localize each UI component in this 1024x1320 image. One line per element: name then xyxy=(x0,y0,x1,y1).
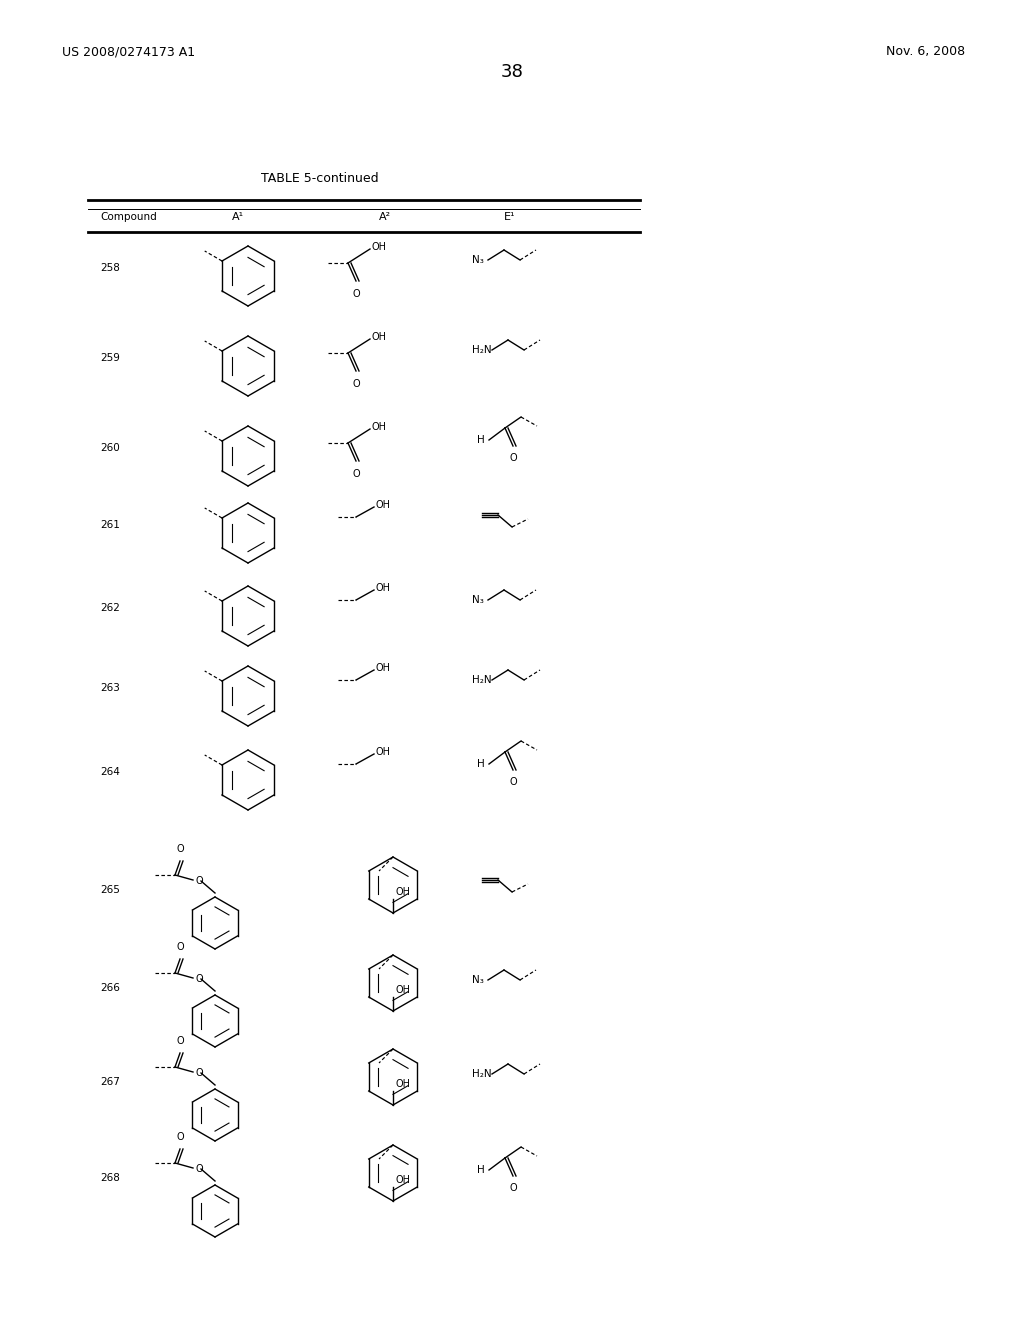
Text: OH: OH xyxy=(372,422,387,432)
Text: 268: 268 xyxy=(100,1173,120,1183)
Text: Compound: Compound xyxy=(100,213,157,222)
Text: US 2008/0274173 A1: US 2008/0274173 A1 xyxy=(62,45,196,58)
Text: 266: 266 xyxy=(100,983,120,993)
Text: OH: OH xyxy=(376,663,391,673)
Text: O: O xyxy=(352,379,359,389)
Text: O: O xyxy=(176,1133,184,1142)
Text: 38: 38 xyxy=(501,63,523,81)
Text: OH: OH xyxy=(376,583,391,593)
Text: Nov. 6, 2008: Nov. 6, 2008 xyxy=(886,45,965,58)
Text: O: O xyxy=(176,1036,184,1045)
Text: N₃: N₃ xyxy=(472,975,484,985)
Text: H: H xyxy=(477,1166,485,1175)
Text: OH: OH xyxy=(372,333,387,342)
Text: 261: 261 xyxy=(100,520,120,531)
Text: OH: OH xyxy=(395,985,410,995)
Text: 265: 265 xyxy=(100,884,120,895)
Text: O: O xyxy=(509,1183,517,1193)
Text: 262: 262 xyxy=(100,603,120,612)
Text: O: O xyxy=(176,942,184,952)
Text: N₃: N₃ xyxy=(472,595,484,605)
Text: 259: 259 xyxy=(100,352,120,363)
Text: O: O xyxy=(195,876,203,886)
Text: O: O xyxy=(195,974,203,983)
Text: H₂N: H₂N xyxy=(472,675,492,685)
Text: O: O xyxy=(352,469,359,479)
Text: OH: OH xyxy=(395,887,410,898)
Text: E¹: E¹ xyxy=(504,213,516,222)
Text: 263: 263 xyxy=(100,682,120,693)
Text: OH: OH xyxy=(395,1175,410,1185)
Text: H₂N: H₂N xyxy=(472,345,492,355)
Text: OH: OH xyxy=(376,747,391,756)
Text: O: O xyxy=(352,289,359,300)
Text: N₃: N₃ xyxy=(472,255,484,265)
Text: 267: 267 xyxy=(100,1077,120,1086)
Text: O: O xyxy=(509,777,517,787)
Text: H₂N: H₂N xyxy=(472,1069,492,1078)
Text: OH: OH xyxy=(372,242,387,252)
Text: O: O xyxy=(176,843,184,854)
Text: OH: OH xyxy=(395,1078,410,1089)
Text: 258: 258 xyxy=(100,263,120,273)
Text: O: O xyxy=(509,453,517,463)
Text: H: H xyxy=(477,436,485,445)
Text: O: O xyxy=(195,1068,203,1078)
Text: A²: A² xyxy=(379,213,391,222)
Text: 264: 264 xyxy=(100,767,120,777)
Text: TABLE 5-continued: TABLE 5-continued xyxy=(261,172,379,185)
Text: 260: 260 xyxy=(100,444,120,453)
Text: OH: OH xyxy=(376,500,391,510)
Text: H: H xyxy=(477,759,485,770)
Text: A¹: A¹ xyxy=(232,213,244,222)
Text: O: O xyxy=(195,1164,203,1173)
